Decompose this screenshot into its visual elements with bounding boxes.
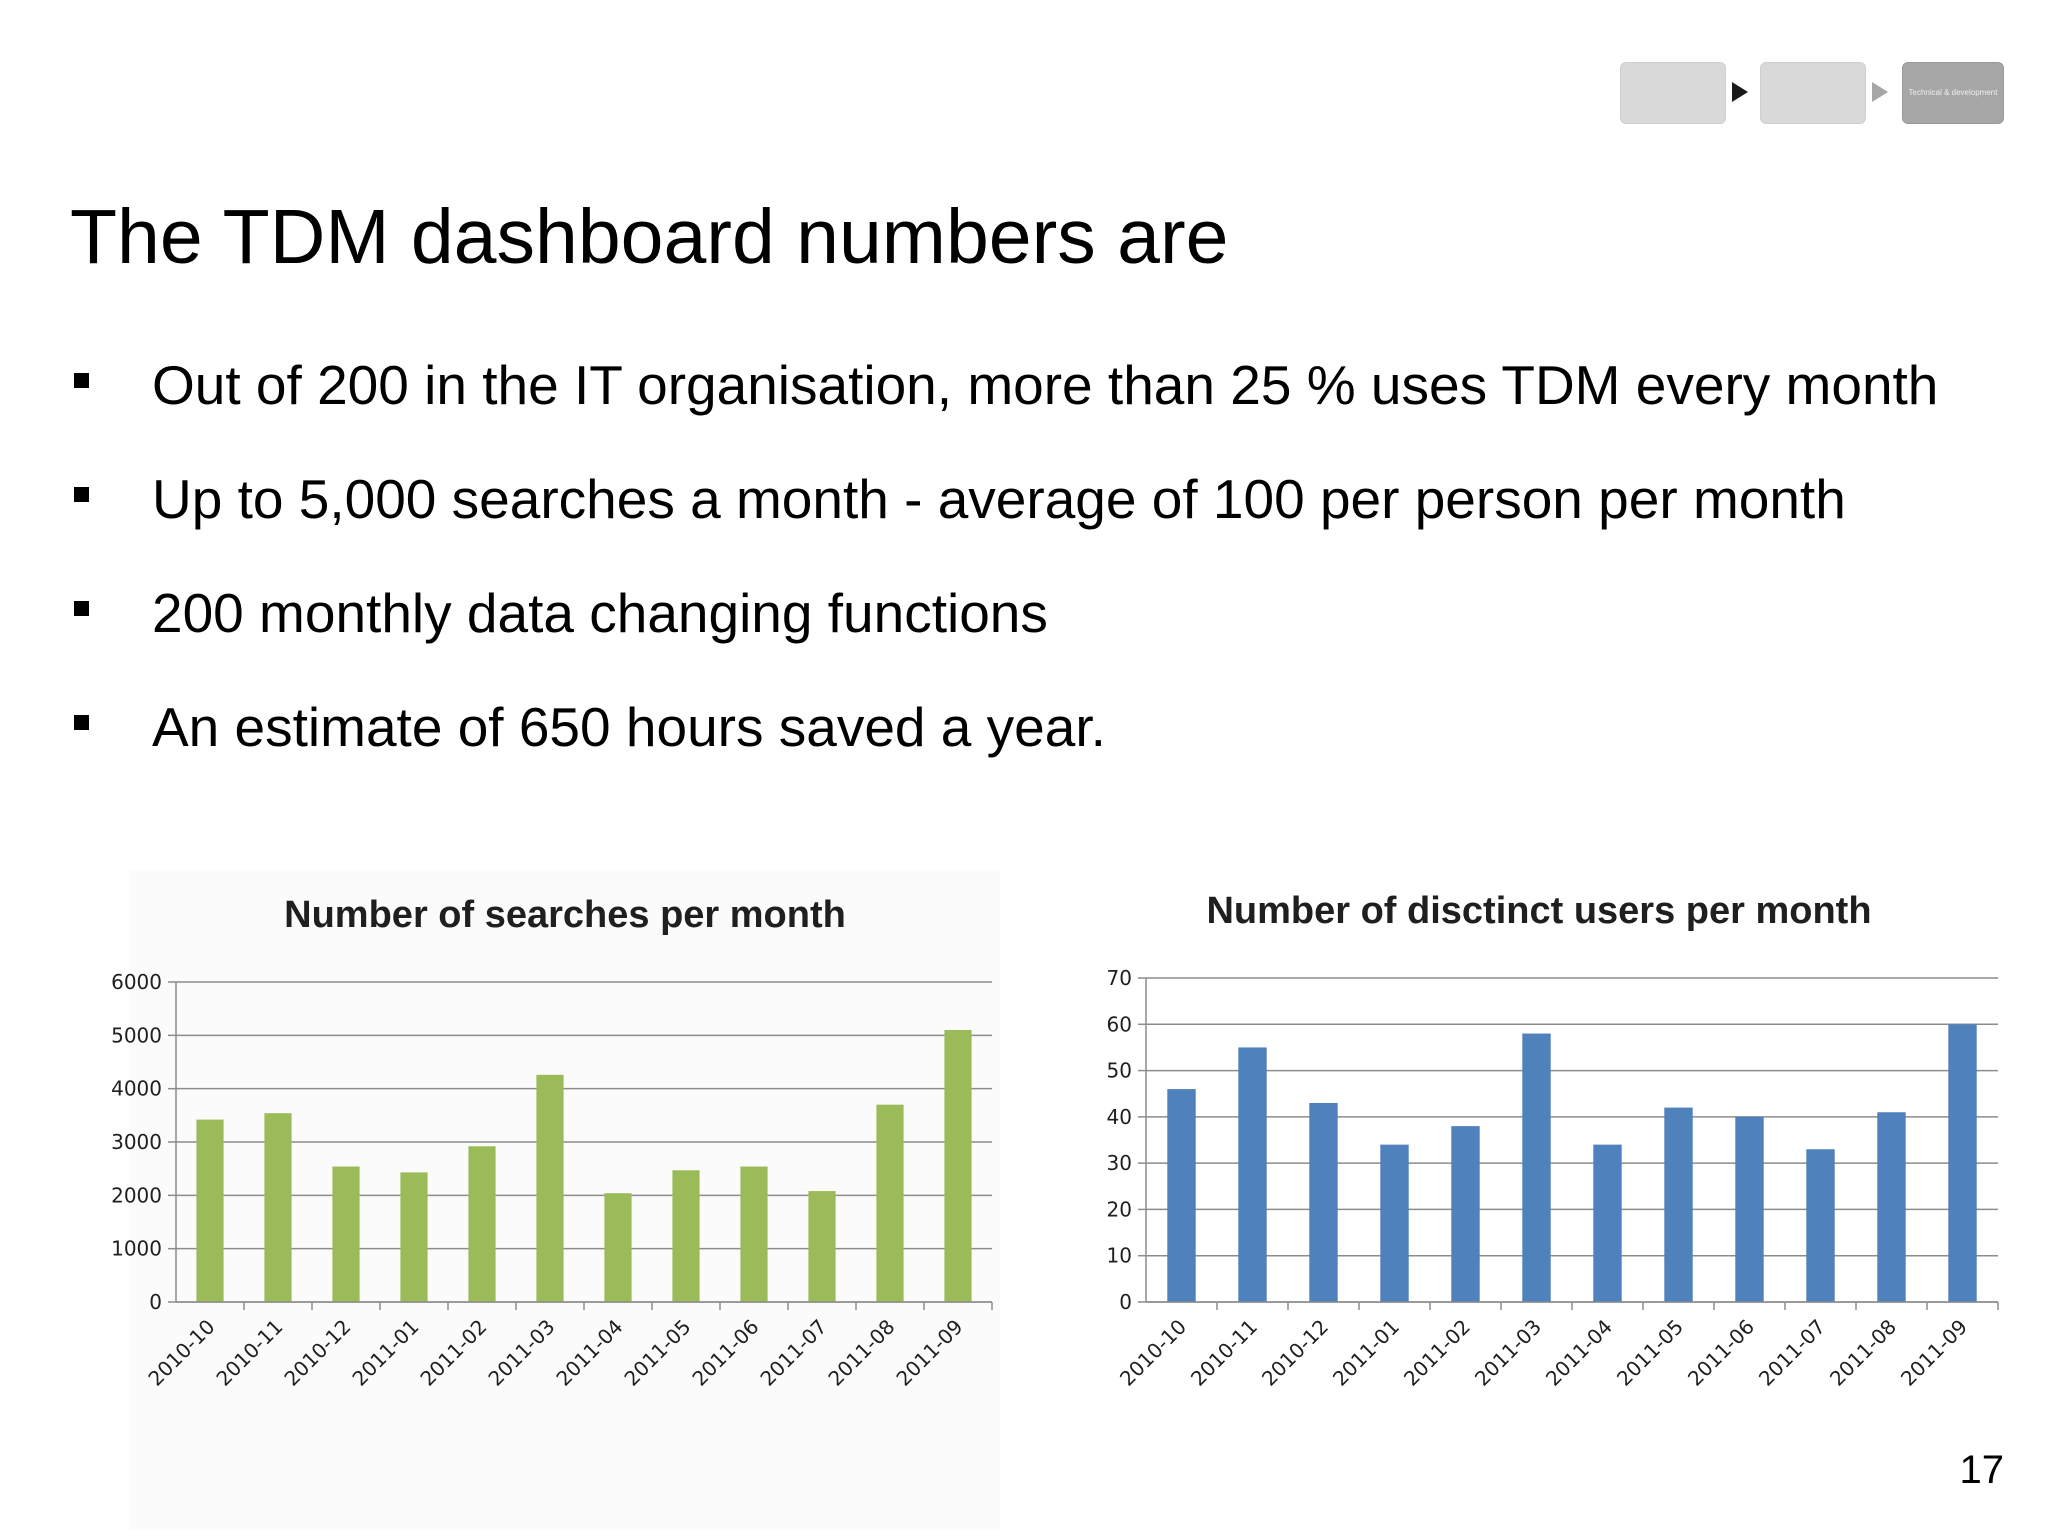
- bar: [1593, 1144, 1622, 1302]
- x-tick-label: 2011-05: [1612, 1315, 1688, 1391]
- bullet-text: 200 monthly data changing functions: [152, 582, 1048, 644]
- x-tick-label: 2011-08: [1825, 1315, 1901, 1391]
- y-tick-label: 10: [1107, 1244, 1132, 1268]
- bar: [604, 1193, 632, 1302]
- process-breadcrumb: Technical & development: [1620, 62, 2010, 124]
- y-tick-label: 5000: [111, 1023, 162, 1047]
- process-step-1: [1620, 62, 1726, 124]
- x-tick-label: 2011-05: [619, 1315, 695, 1391]
- x-tick-label: 2011-06: [1683, 1315, 1759, 1391]
- bar: [1806, 1149, 1835, 1302]
- x-tick-label: 2011-02: [1399, 1315, 1475, 1391]
- bar: [1380, 1144, 1409, 1302]
- bar: [740, 1166, 768, 1302]
- searches-chart: Number of searches per month 0 1000 2000 30…: [111, 870, 1000, 1530]
- y-tick-label: 20: [1107, 1197, 1132, 1221]
- bullet-item: Out of 200 in the IT organisation, more …: [70, 345, 1970, 425]
- y-tick-label: 3000: [111, 1130, 162, 1154]
- bullet-item: An estimate of 650 hours saved a year.: [70, 687, 1970, 767]
- x-tick-label: 2010-11: [1186, 1315, 1262, 1391]
- x-tick-label: 2011-01: [347, 1315, 423, 1391]
- bullet-text: Out of 200 in the IT organisation, more …: [152, 354, 1939, 416]
- arrow-right-icon: [1732, 82, 1748, 102]
- x-tick-label: 2011-07: [1754, 1315, 1830, 1391]
- y-tick-label: 50: [1107, 1059, 1132, 1083]
- bar: [1877, 1112, 1906, 1302]
- y-tick-label: 2000: [111, 1183, 162, 1207]
- bar: [1451, 1126, 1480, 1302]
- bar: [808, 1191, 836, 1302]
- x-tick-label: 2010-10: [143, 1315, 219, 1391]
- y-tick-label: 60: [1107, 1012, 1132, 1036]
- y-tick-label: 40: [1107, 1105, 1132, 1129]
- y-tick-label: 70: [1107, 966, 1132, 990]
- bar: [1238, 1047, 1267, 1302]
- bar: [468, 1146, 496, 1302]
- bullet-item: Up to 5,000 searches a month - average o…: [70, 459, 1970, 539]
- x-tick-label: 2010-12: [1257, 1315, 1333, 1391]
- bar: [1309, 1102, 1338, 1302]
- bar: [196, 1119, 224, 1302]
- bar: [264, 1113, 292, 1302]
- bar: [1735, 1116, 1764, 1302]
- x-tick-label: 2011-01: [1328, 1315, 1404, 1391]
- bar: [876, 1104, 904, 1302]
- x-tick-label: 2011-06: [687, 1315, 763, 1391]
- x-tick-label: 2011-03: [483, 1315, 559, 1391]
- y-tick-label: 1000: [111, 1237, 162, 1261]
- y-tick-label: 6000: [111, 970, 162, 994]
- users-chart: Number of disctinct users per month 0 10 2…: [1070, 870, 2008, 1430]
- x-tick-label: 2011-07: [755, 1315, 831, 1391]
- x-tick-label: 2011-08: [823, 1315, 899, 1391]
- bar: [400, 1172, 428, 1302]
- bullet-text: Up to 5,000 searches a month - average o…: [152, 468, 1846, 530]
- bullet-text: An estimate of 650 hours saved a year.: [152, 696, 1106, 758]
- x-tick-label: 2010-12: [279, 1315, 355, 1391]
- x-tick-label: 2011-02: [415, 1315, 491, 1391]
- bar: [672, 1170, 700, 1302]
- process-step-2: [1760, 62, 1866, 124]
- y-tick-label: 30: [1107, 1151, 1132, 1175]
- x-tick-label: 2011-04: [551, 1315, 627, 1391]
- process-step-3: Technical & development: [1902, 62, 2004, 124]
- x-tick-label: 2011-03: [1470, 1315, 1546, 1391]
- bullet-item: 200 monthly data changing functions: [70, 573, 1970, 653]
- users-chart-plot: 0102030405060702010-102010-112010-122011…: [1107, 966, 1999, 1391]
- x-tick-label: 2011-09: [1896, 1315, 1972, 1391]
- y-tick-label: 4000: [111, 1077, 162, 1101]
- bullet-list: Out of 200 in the IT organisation, more …: [70, 345, 1970, 801]
- page-number: 17: [1959, 1448, 2005, 1492]
- bar: [1948, 1024, 1977, 1302]
- x-tick-label: 2011-04: [1541, 1315, 1617, 1391]
- process-step-3-label: Technical & development: [1908, 88, 1998, 97]
- x-tick-label: 2010-11: [211, 1315, 287, 1391]
- bar: [1664, 1107, 1693, 1302]
- bar: [1522, 1033, 1551, 1302]
- y-tick-label: 0: [1119, 1290, 1132, 1314]
- bar: [332, 1166, 360, 1302]
- x-tick-label: 2010-10: [1115, 1315, 1191, 1391]
- chart-title: Number of disctinct users per month: [1206, 890, 1872, 932]
- x-tick-label: 2011-09: [891, 1315, 967, 1391]
- y-tick-label: 0: [149, 1290, 162, 1314]
- arrow-right-icon: [1872, 82, 1888, 102]
- bar: [1167, 1089, 1196, 1302]
- searches-chart-plot: 01000200030004000500060002010-102010-112…: [111, 970, 993, 1391]
- bar: [944, 1030, 972, 1302]
- slide-title: The TDM dashboard numbers are: [70, 194, 1229, 280]
- bar: [536, 1074, 564, 1302]
- chart-title: Number of searches per month: [284, 894, 846, 936]
